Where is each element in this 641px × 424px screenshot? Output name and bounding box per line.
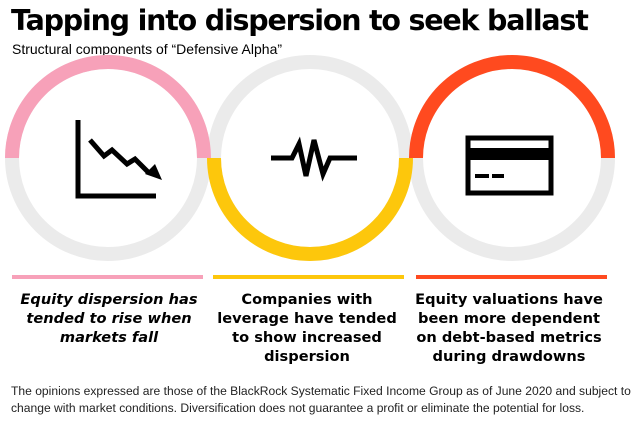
- underline-pink: [12, 275, 203, 279]
- pulse-waveform-icon: [271, 136, 357, 182]
- underline-orange: [416, 275, 607, 279]
- ring-accent-pink: [5, 55, 211, 159]
- ring-accent-orange: [409, 55, 615, 159]
- component-3-text: Equity valuations have been more depende…: [415, 291, 603, 365]
- page-subtitle: Structural components of “Defensive Alph…: [12, 41, 283, 57]
- declining-chart-icon: [75, 120, 162, 199]
- underline-yellow: [213, 275, 404, 279]
- component-1-text: Equity dispersion has tended to rise whe…: [20, 291, 198, 346]
- ring-accent-yellow: [207, 157, 413, 261]
- credit-card-icon: [465, 135, 554, 196]
- page-title: Tapping into dispersion to seek ballast: [11, 4, 589, 37]
- component-2-text: Companies with leverage have tended to s…: [217, 291, 397, 365]
- footnote: The opinions expressed are those of the …: [11, 384, 631, 415]
